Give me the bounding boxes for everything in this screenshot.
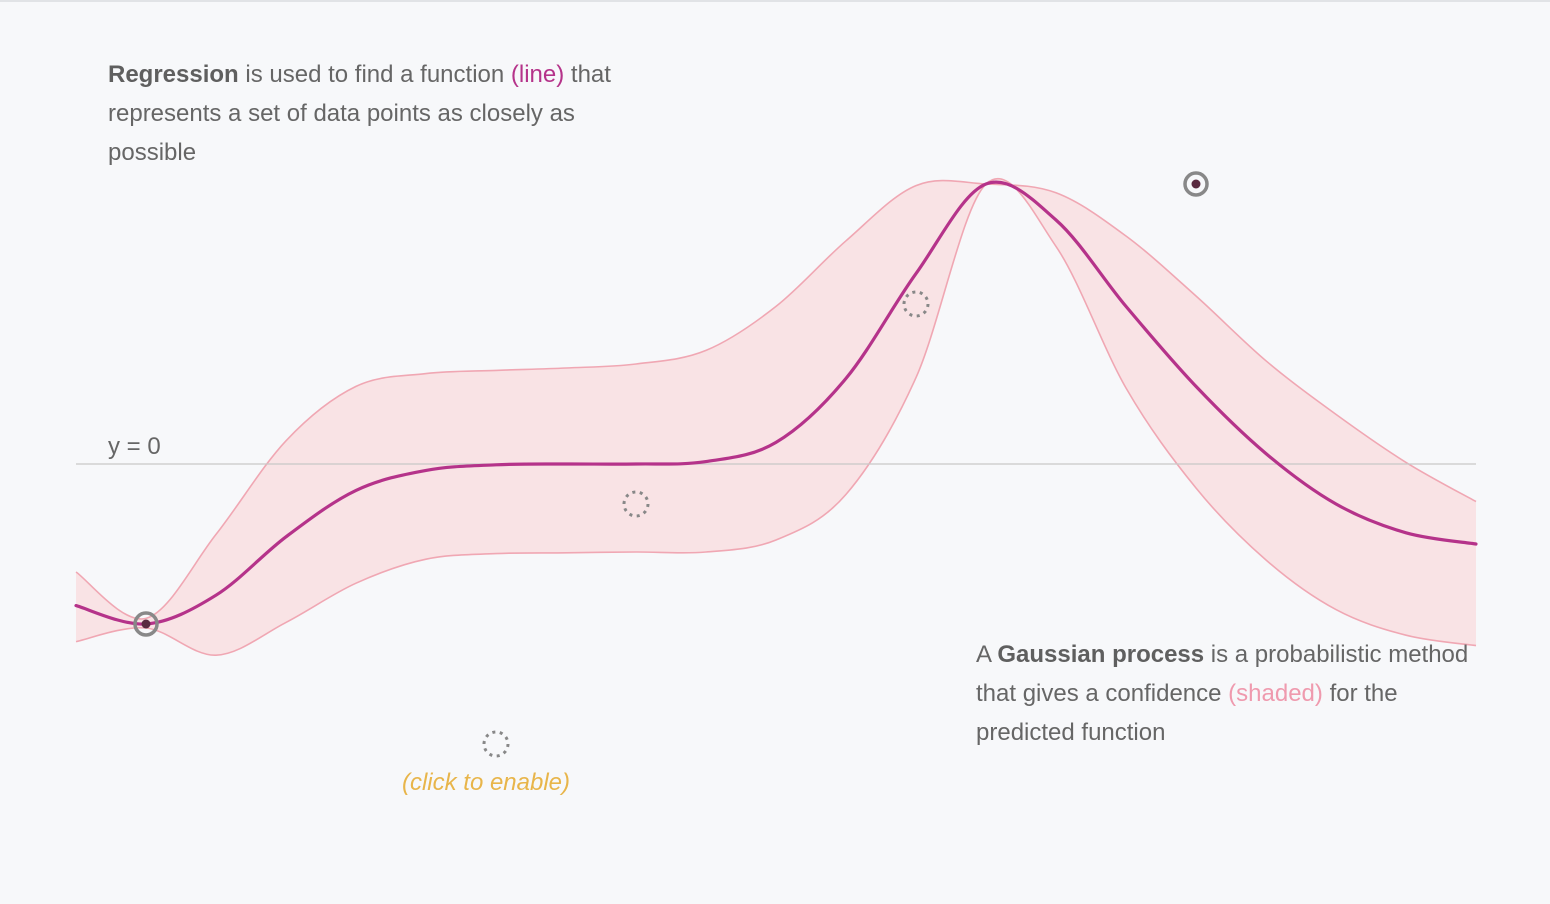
gaussian-process-caption: A Gaussian process is a probabilistic me…	[976, 635, 1496, 752]
data-point-ring	[133, 611, 159, 637]
empty-slot-ring	[902, 290, 930, 318]
gaussian-process-term: Gaussian process	[997, 641, 1205, 668]
gp-text-1: is a probabilistic method that gives a c…	[976, 641, 1469, 707]
empty-slot-ring	[482, 730, 510, 758]
gp-text-2: for the predicted function	[976, 680, 1398, 746]
click-to-enable-hint[interactable]: (click to enable)	[402, 769, 570, 796]
disabled-point-slot-2[interactable]	[482, 730, 510, 758]
disabled-point-slot-4[interactable]	[902, 290, 930, 318]
shaded-legend-word: (shaded)	[1228, 680, 1323, 707]
data-points	[133, 171, 1209, 758]
data-point-core	[1191, 179, 1201, 189]
disabled-point-slot-3[interactable]	[622, 490, 650, 518]
regression-term: Regression	[108, 61, 239, 88]
empty-slot-ring	[622, 490, 650, 518]
regression-text-1: is used to find a function	[238, 61, 511, 88]
data-point-core	[141, 619, 151, 629]
data-point-ring	[1183, 171, 1209, 197]
line-legend-word: (line)	[510, 61, 565, 88]
confidence-lower-edge	[75, 177, 1477, 657]
zero-label: y = 0	[108, 433, 161, 460]
data-point-1[interactable]	[133, 611, 159, 637]
mean-function-line	[74, 180, 1478, 626]
regression-caption: Regression is used to find a function (l…	[108, 55, 668, 172]
regression-text-2: that represents a set of data points as …	[108, 61, 611, 166]
gp-text-lead: A	[976, 641, 998, 668]
confidence-band	[76, 178, 1476, 656]
confidence-upper-edge	[75, 179, 1477, 620]
data-point-5[interactable]	[1183, 171, 1209, 197]
